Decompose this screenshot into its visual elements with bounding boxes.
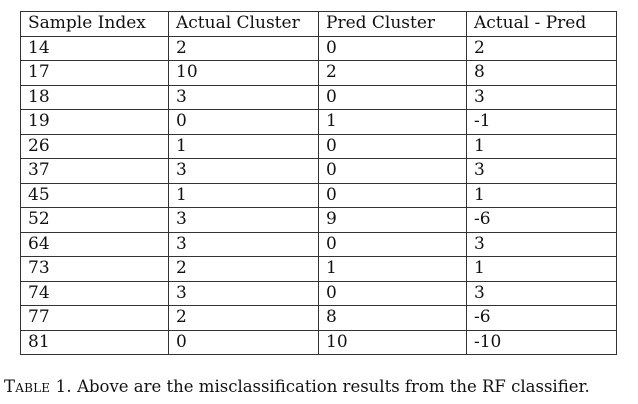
cell-sample-index: 37 (20, 158, 169, 184)
table-caption: Table 1. Above are the misclassification… (4, 377, 590, 396)
table-row: 18 3 0 3 (20, 84, 617, 110)
cell-actual-minus-pred: 1 (466, 133, 617, 159)
cell-actual-cluster: 2 (168, 305, 319, 331)
header-sample-index: Sample Index (20, 11, 169, 37)
cell-sample-index: 73 (20, 256, 169, 282)
cell-actual-minus-pred: 3 (466, 231, 617, 257)
cell-actual-cluster: 2 (168, 256, 319, 282)
cell-actual-minus-pred: 8 (466, 60, 617, 86)
cell-sample-index: 81 (20, 329, 169, 355)
header-pred-cluster: Pred Cluster (318, 11, 467, 37)
table-row: 81 0 10 -10 (20, 329, 617, 355)
cell-pred-cluster: 8 (318, 305, 467, 331)
table-row: 17 10 2 8 (20, 60, 617, 86)
cell-pred-cluster: 9 (318, 207, 467, 233)
table-row: 77 2 8 -6 (20, 305, 617, 331)
table-row: 19 0 1 -1 (20, 109, 617, 135)
cell-pred-cluster: 0 (318, 35, 467, 61)
table-row: 26 1 0 1 (20, 133, 617, 159)
cell-pred-cluster: 0 (318, 158, 467, 184)
cell-sample-index: 45 (20, 182, 169, 208)
cell-actual-cluster: 2 (168, 35, 319, 61)
cell-pred-cluster: 10 (318, 329, 467, 355)
cell-actual-cluster: 1 (168, 133, 319, 159)
cell-actual-cluster: 3 (168, 207, 319, 233)
cell-actual-minus-pred: 2 (466, 35, 617, 61)
cell-sample-index: 19 (20, 109, 169, 135)
cell-actual-minus-pred: 3 (466, 84, 617, 110)
misclassification-table: Sample Index Actual Cluster Pred Cluster… (20, 11, 617, 355)
cell-actual-minus-pred: -6 (466, 207, 617, 233)
cell-pred-cluster: 1 (318, 109, 467, 135)
cell-actual-minus-pred: 3 (466, 158, 617, 184)
cell-actual-cluster: 3 (168, 231, 319, 257)
cell-pred-cluster: 0 (318, 280, 467, 306)
cell-actual-cluster: 0 (168, 329, 319, 355)
table-row: 52 3 9 -6 (20, 207, 617, 233)
cell-actual-cluster: 3 (168, 280, 319, 306)
cell-actual-cluster: 0 (168, 109, 319, 135)
table-row: 37 3 0 3 (20, 158, 617, 184)
cell-sample-index: 18 (20, 84, 169, 110)
cell-actual-cluster: 1 (168, 182, 319, 208)
cell-sample-index: 74 (20, 280, 169, 306)
cell-actual-minus-pred: 1 (466, 182, 617, 208)
table-row: 14 2 0 2 (20, 35, 617, 61)
cell-sample-index: 14 (20, 35, 169, 61)
cell-sample-index: 77 (20, 305, 169, 331)
header-actual-cluster: Actual Cluster (168, 11, 319, 37)
cell-actual-minus-pred: -1 (466, 109, 617, 135)
cell-actual-cluster: 10 (168, 60, 319, 86)
cell-sample-index: 64 (20, 231, 169, 257)
cell-pred-cluster: 0 (318, 182, 467, 208)
cell-pred-cluster: 2 (318, 60, 467, 86)
header-actual-minus-pred: Actual - Pred (466, 11, 617, 37)
cell-actual-minus-pred: -6 (466, 305, 617, 331)
cell-actual-minus-pred: 1 (466, 256, 617, 282)
results-table-container: Sample Index Actual Cluster Pred Cluster… (20, 11, 617, 355)
table-header-row: Sample Index Actual Cluster Pred Cluster… (20, 11, 617, 37)
cell-actual-cluster: 3 (168, 158, 319, 184)
table-row: 64 3 0 3 (20, 231, 617, 257)
cell-actual-minus-pred: -10 (466, 329, 617, 355)
cell-actual-minus-pred: 3 (466, 280, 617, 306)
cell-actual-cluster: 3 (168, 84, 319, 110)
cell-pred-cluster: 0 (318, 231, 467, 257)
cell-pred-cluster: 0 (318, 133, 467, 159)
cell-sample-index: 26 (20, 133, 169, 159)
cell-pred-cluster: 1 (318, 256, 467, 282)
caption-text: Above are the misclassification results … (77, 377, 590, 396)
table-body: 14 2 0 2 17 10 2 8 18 3 0 3 19 0 1 -1 26 1 0 1 37 3 0 3 45 1 0 1 52 3… (20, 35, 617, 355)
table-row: 45 1 0 1 (20, 182, 617, 208)
cell-sample-index: 17 (20, 60, 169, 86)
caption-label: Table 1. (4, 377, 72, 396)
table-row: 74 3 0 3 (20, 280, 617, 306)
cell-sample-index: 52 (20, 207, 169, 233)
table-row: 73 2 1 1 (20, 256, 617, 282)
cell-pred-cluster: 0 (318, 84, 467, 110)
